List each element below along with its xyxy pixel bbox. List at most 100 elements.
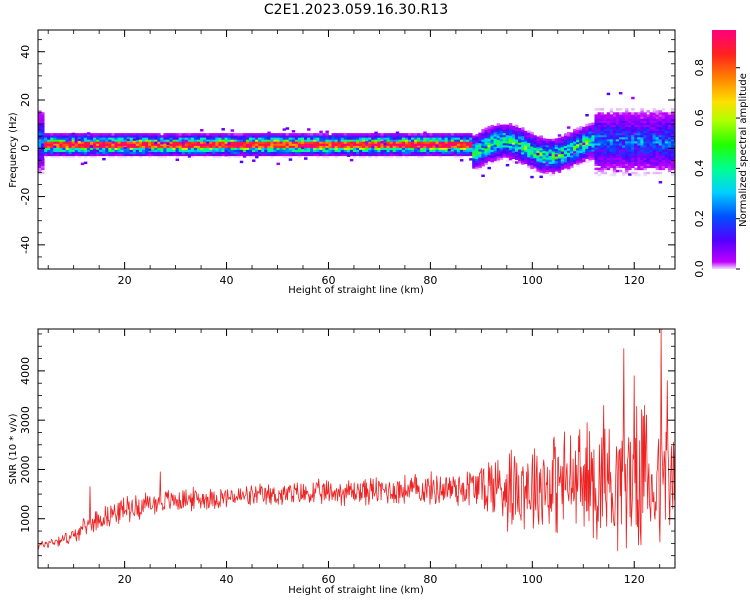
heatmap-cell [41,165,45,169]
heatmap-cell [300,133,305,136]
heatmap-cell [646,118,650,121]
heatmap-cell [527,138,531,141]
heatmap-cell [505,143,510,146]
heatmap-cell [667,134,672,138]
heatmap-cell [603,120,608,123]
heatmap-cell [398,155,403,159]
heatmap-cell [221,139,225,142]
heatmap-cell [178,145,183,148]
heatmap-cell [667,114,672,117]
heatmap-cell [539,149,543,153]
heatmap-cell [493,136,498,139]
heatmap-cell [404,135,409,138]
heatmap-cell [224,149,228,153]
heatmap-cell [524,161,528,165]
heatmap-cell [395,131,400,134]
heatmap-cell [618,155,623,158]
heatmap-cell [591,138,595,142]
heatmap-cell [511,131,516,135]
heatmap-cell [643,128,647,132]
heatmap-cell [282,155,287,159]
heatmap-cell [472,147,476,151]
heatmap-cell [545,149,550,152]
heatmap-cell [423,137,427,140]
heatmap-cell [625,171,629,175]
heatmap-cell [331,153,335,157]
heatmap-cell [166,133,170,136]
heatmap-cell [618,149,623,152]
heatmap-cell [603,122,608,125]
heatmap-cell [423,133,427,136]
heatmap-cell [655,132,660,136]
heatmap-cell [233,155,238,159]
heatmap-cell [236,153,241,157]
heatmap-cell [579,126,583,129]
heatmap-cell [573,130,577,134]
heatmap-cell [615,108,620,111]
heatmap-cell [524,159,528,163]
heatmap-cell [655,147,660,150]
heatmap-cell [618,118,623,121]
heatmap-cell [343,143,348,146]
heatmap-cell [255,139,259,142]
heatmap-cell [573,145,577,148]
heatmap-cell [643,165,647,169]
heatmap-cell [490,155,494,159]
heatmap-cell [395,135,400,138]
heatmap-cell [518,134,522,137]
heatmap-cell [530,131,534,135]
heatmap-cell [196,143,201,146]
heatmap-cell [490,124,494,128]
heatmap-cell [597,136,601,140]
heatmap-cell [325,155,329,159]
heatmap-cell [236,147,241,150]
heatmap-cell [96,141,100,144]
heatmap-cell [359,145,363,148]
heatmap-cell [499,130,504,134]
heatmap-cell [160,139,164,142]
heatmap-cell [435,149,439,153]
heatmap-cell [545,165,550,168]
heatmap-cell [196,153,201,157]
heatmap-cell [450,137,455,140]
heatmap-cell [230,133,235,136]
heatmap-cell [453,135,458,138]
heatmap-cell [322,145,326,148]
heatmap-cell [622,173,626,177]
heatmap-cell [417,155,421,159]
heatmap-cell [640,110,644,113]
heatmap-cell [178,135,183,138]
heatmap-cell [579,130,583,133]
heatmap-cell [120,151,125,155]
heatmap-cell [181,137,186,140]
heatmap-cell [414,151,418,155]
heatmap-cell [609,173,614,177]
heatmap-cell [658,140,663,144]
heatmap-cell [215,139,219,142]
heatmap-cell [282,153,287,157]
heatmap-cell [221,143,225,146]
heatmap-cell [123,143,128,146]
heatmap-cell [300,143,305,146]
heatmap-cell [542,144,546,147]
heatmap-cell [481,163,485,167]
heatmap-cell [563,147,568,151]
heatmap-cell [508,127,513,130]
heatmap-cell [585,150,589,153]
heatmap-cell [307,143,311,146]
heatmap-cell [41,124,45,128]
heatmap-cell [340,133,345,136]
heatmap-cell [469,158,473,161]
heatmap-cell [631,157,635,160]
heatmap-cell [371,149,375,153]
heatmap-cell [542,167,546,170]
heatmap-cell [606,126,611,130]
heatmap-cell [178,143,183,146]
heatmap-cell [258,143,262,146]
heatmap-cell [634,143,638,146]
heatmap-cell [518,136,522,139]
heatmap-cell [41,145,45,148]
heatmap-cell [521,133,525,136]
heatmap-cell [291,139,296,142]
heatmap-cell [511,133,516,137]
